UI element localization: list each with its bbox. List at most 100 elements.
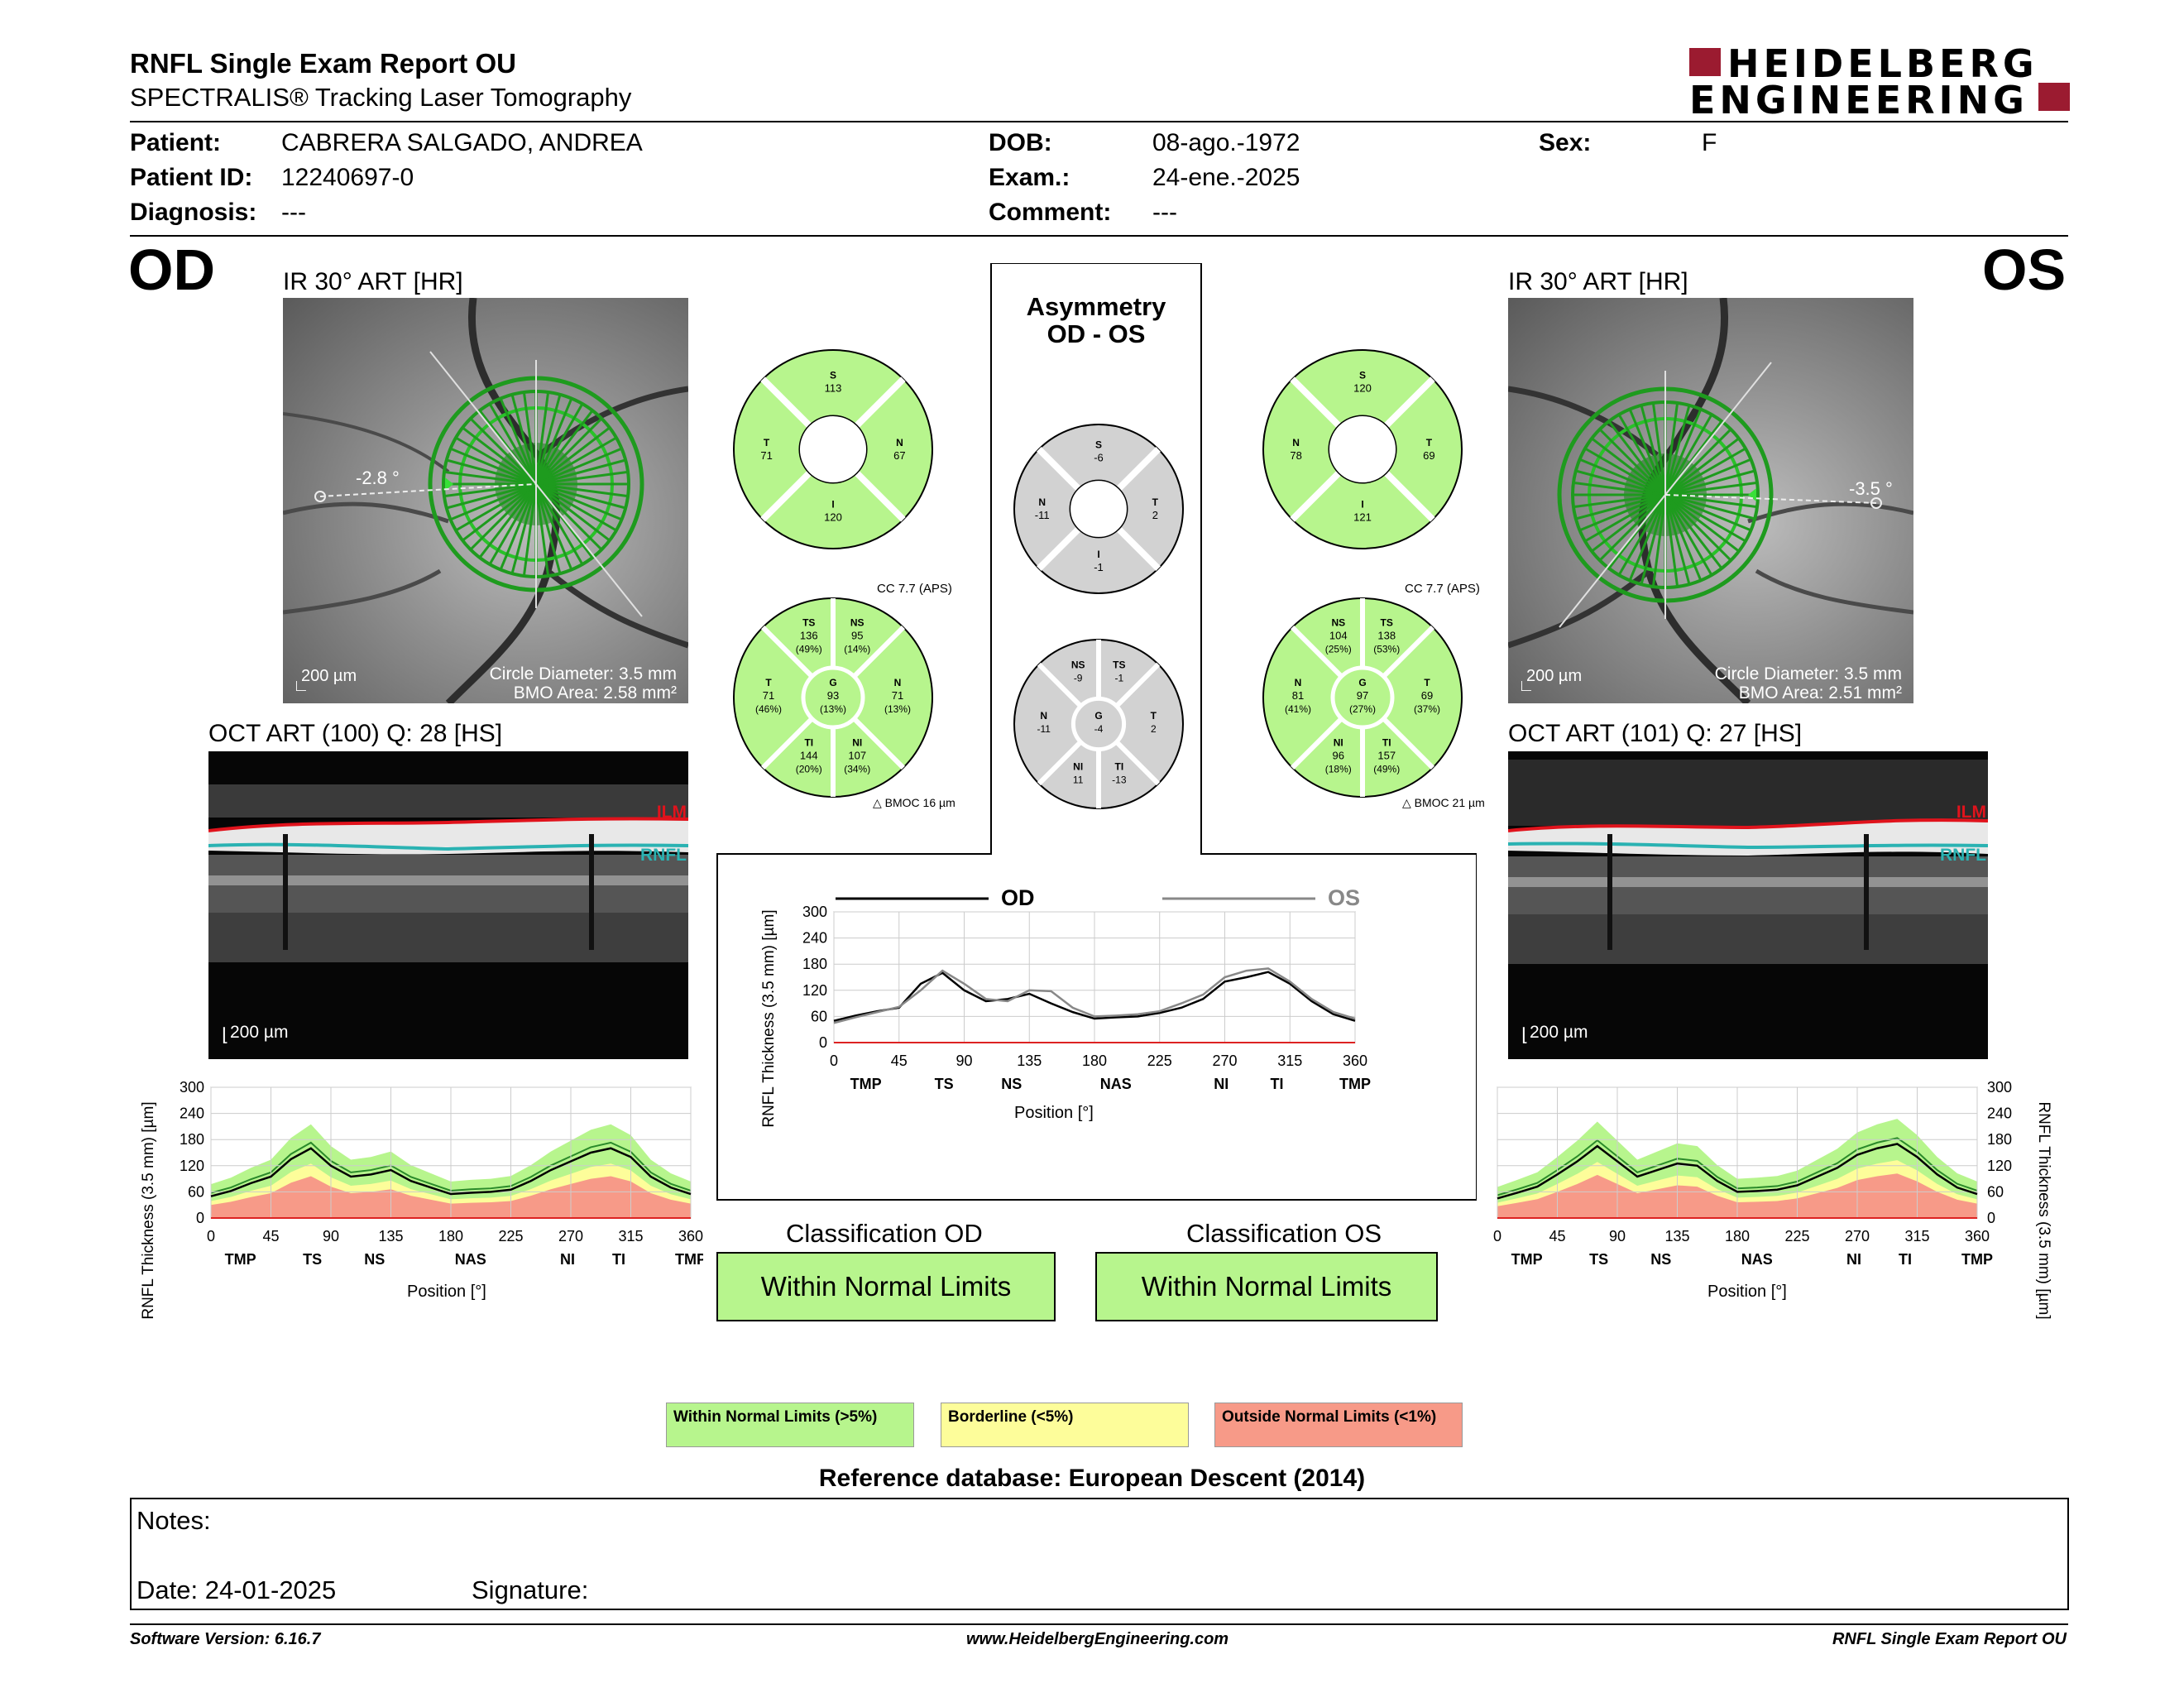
ytick-180: 180 — [180, 1131, 204, 1148]
sector-NI-label: NI — [1334, 736, 1343, 748]
classification-os-label: Classification OS — [1186, 1219, 1382, 1248]
sector-S-value: 120 — [1353, 381, 1372, 394]
diagnosis-value: --- — [281, 199, 306, 226]
os-ylabel: RNFL Thickness (3.5 mm) [µm] — [2035, 1101, 2052, 1320]
xtick-135: 135 — [1664, 1228, 1689, 1244]
asymmetry-title: Asymmetry OD - OS — [993, 293, 1200, 348]
sector-TS-pct: (49%) — [796, 644, 822, 655]
signature-label: Signature: — [472, 1575, 589, 1604]
sector-S-label: S — [830, 369, 836, 381]
sector-G-label: G — [829, 677, 836, 688]
logo-line2: ENGINEERING — [1689, 78, 2028, 122]
sector-S-label: S — [1359, 369, 1366, 381]
sector-T-label: T — [1152, 496, 1159, 508]
sector-NS-label: NS — [1071, 659, 1085, 671]
xtick-0: 0 — [830, 1053, 838, 1069]
ytick-300: 300 — [802, 904, 827, 920]
diagnosis-label: Diagnosis: — [130, 199, 257, 226]
od-xlabel: Position [°] — [407, 1283, 486, 1301]
header-divider — [130, 121, 2068, 122]
os-bmoc-text: BMOC 21 µm — [1414, 796, 1485, 809]
ytick-300: 300 — [1987, 1079, 2012, 1096]
legend-borderline: Borderline (<5%) — [941, 1403, 1189, 1447]
sector-T-label: T — [1151, 710, 1157, 722]
logo-line1: HEIDELBERG — [1727, 41, 2038, 86]
sex-value: F — [1702, 129, 1717, 156]
report-title: RNFL Single Exam Report OU — [130, 48, 516, 79]
od-fundus-image: ∟ -2.8 ° 200 µm Circle Diameter: 3.5 mm … — [283, 298, 688, 703]
patient-id-label: Patient ID: — [130, 164, 253, 191]
svg-text:∟: ∟ — [293, 677, 309, 695]
os-eye-label: OS — [1982, 237, 2067, 302]
sector-T-value: 69 — [1423, 449, 1434, 462]
patient-name: CABRERA SALGADO, ANDREA — [281, 129, 643, 156]
sector-I-label: I — [831, 498, 834, 510]
sector-NI-label: NI — [1073, 760, 1083, 772]
sector-NI-value: 11 — [1073, 774, 1084, 785]
sector-NS-label: NS — [1331, 617, 1345, 629]
sector-T-label: T — [1424, 677, 1430, 688]
comment-label: Comment: — [989, 199, 1112, 226]
sector-TI-value: 157 — [1377, 749, 1396, 761]
xcat-nas: NAS — [1741, 1251, 1773, 1268]
xtick-360: 360 — [678, 1228, 703, 1244]
xtick-360: 360 — [1343, 1053, 1367, 1069]
xtick-270: 270 — [1845, 1228, 1870, 1244]
sector-NS-value: 95 — [851, 630, 863, 642]
sector-S-label: S — [1095, 439, 1102, 451]
os-ilm-label: ILM — [1956, 803, 1986, 822]
os-cc: CC 7.7 (APS) — [1405, 582, 1480, 596]
os-oct-image: ⌊ ILM RNFL 200 µm — [1508, 751, 1988, 1059]
heidelberg-logo: HEIDELBERG ENGINEERING — [1689, 41, 2070, 122]
sector-T-pct: (37%) — [1414, 703, 1440, 715]
xtick-225: 225 — [498, 1228, 523, 1244]
series-od-line — [833, 971, 1356, 1022]
series-os-line — [1497, 1143, 1978, 1200]
os-ir-scale: 200 µm — [1526, 667, 1583, 685]
od-cc: CC 7.7 (APS) — [877, 582, 952, 596]
legend-within-normal: Within Normal Limits (>5%) — [666, 1403, 914, 1447]
sector-NI-label: NI — [852, 736, 862, 748]
dob-label: DOB: — [989, 129, 1052, 156]
reference-database: Reference database: European Descent (20… — [818, 1465, 1366, 1492]
os-xlabel: Position [°] — [1707, 1283, 1787, 1301]
software-version: Software Version: 6.16.7 — [130, 1630, 321, 1648]
os-bmo-area: BMO Area: 2.51 mm² — [1738, 683, 1902, 703]
sector-G-value: -4 — [1094, 723, 1104, 735]
xtick-225: 225 — [1784, 1228, 1809, 1244]
xtick-0: 0 — [1493, 1228, 1502, 1244]
od-bmoc: △ BMOC 16 µm — [873, 796, 956, 809]
sector-NI-value: 107 — [848, 749, 866, 761]
sector-N-value: 81 — [1292, 689, 1304, 702]
classification-od-box: Within Normal Limits — [716, 1252, 1056, 1321]
sector-NS-value: 104 — [1329, 630, 1348, 642]
sector-TS-pct: (53%) — [1373, 644, 1400, 655]
sector-S-value: -6 — [1094, 452, 1104, 464]
sector-T-value: 2 — [1152, 509, 1158, 521]
od-thickness-chart: 300 240 180 120 60 00 45 90 135 180 225 270 315 360 TM… — [180, 1079, 703, 1268]
xtick-135: 135 — [378, 1228, 403, 1244]
xcat-ni: NI — [1846, 1251, 1861, 1268]
sector-T-value: 71 — [760, 449, 772, 462]
ytick-180: 180 — [802, 956, 827, 972]
sector-TI-label: TI — [1382, 736, 1391, 748]
classification-od-label: Classification OD — [786, 1219, 983, 1248]
patient-id: 12240697-0 — [281, 164, 414, 191]
mid-ylabel: RNFL Thickness (3.5 mm) [µm] — [760, 909, 778, 1128]
xcat-nas: NAS — [455, 1251, 486, 1268]
xtick-45: 45 — [262, 1228, 279, 1244]
date-label: Date: 24-01-2025 — [136, 1575, 337, 1604]
xcat-ns: NS — [1650, 1251, 1671, 1268]
sector-N-pct: (41%) — [1285, 703, 1311, 715]
os-thickness-chart: 300 240 180 120 60 0 0 45 90 135 180 225 270 315 360 TM… — [1493, 1079, 2012, 1268]
sector-S-value: 113 — [825, 381, 842, 394]
asym-sector-6: S-6 I-1 N-11 T2 — [1013, 424, 1184, 594]
ytick-0: 0 — [196, 1210, 204, 1226]
od-eye-label: OD — [128, 237, 215, 302]
xtick-180: 180 — [438, 1228, 463, 1244]
xtick-270: 270 — [1212, 1053, 1237, 1069]
sector-NI-pct: (34%) — [844, 763, 870, 774]
sector-TS-value: 136 — [800, 630, 818, 642]
sector-NS-label: NS — [850, 617, 864, 629]
